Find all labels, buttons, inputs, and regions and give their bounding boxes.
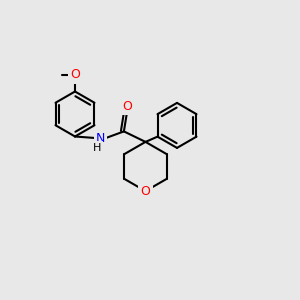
Text: O: O bbox=[122, 100, 132, 113]
Text: H: H bbox=[93, 143, 101, 154]
Text: O: O bbox=[70, 68, 80, 82]
Text: O: O bbox=[141, 184, 150, 198]
Text: N: N bbox=[96, 131, 105, 145]
